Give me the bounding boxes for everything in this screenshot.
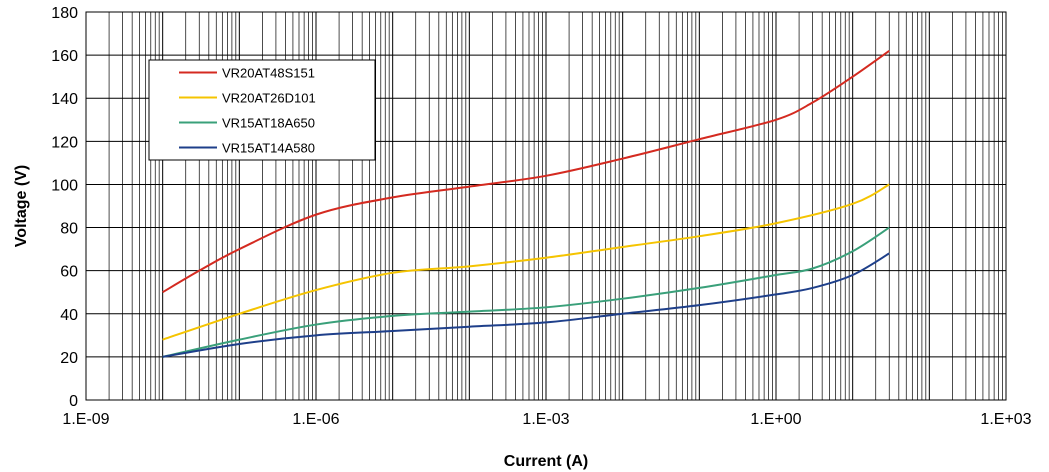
x-tick-label: 1.E+00 xyxy=(750,411,801,428)
legend-label: VR20AT26D101 xyxy=(222,91,316,106)
x-tick-label: 1.E+03 xyxy=(980,411,1031,428)
y-tick-label: 160 xyxy=(51,48,78,65)
x-axis-title: Current (A) xyxy=(504,453,588,470)
series-line-1 xyxy=(162,183,890,341)
x-tick-label: 1.E-09 xyxy=(62,411,109,428)
series-line-3 xyxy=(162,252,890,358)
legend-label: VR20AT48S151 xyxy=(222,66,315,81)
legend-box xyxy=(148,59,376,161)
y-tick-label: 0 xyxy=(69,393,78,410)
y-tick-label: 80 xyxy=(60,221,78,238)
y-tick-label: 20 xyxy=(60,350,78,367)
y-tick-label: 120 xyxy=(51,134,78,151)
y-axis-title: Voltage (V) xyxy=(13,165,30,247)
plot-border xyxy=(85,11,1007,401)
y-tick-label: 60 xyxy=(60,264,78,281)
x-tick-label: 1.E-06 xyxy=(292,411,339,428)
y-tick-label: 40 xyxy=(60,307,78,324)
series-line-2 xyxy=(162,226,890,358)
y-tick-label: 180 xyxy=(51,5,78,22)
tick-labels: 1.E-09 1.E-06 1.E-03 1.E+00 1.E+03 0 20 40 60 80 1… xyxy=(51,5,1031,428)
y-tick-label: 100 xyxy=(51,177,78,194)
legend-label: VR15AT18A650 xyxy=(222,116,315,131)
legend-label: VR15AT14A580 xyxy=(222,141,315,156)
y-tick-label: 140 xyxy=(51,91,78,108)
legend: VR20AT48S151 VR20AT26D101 VR15AT18A650 VR15… xyxy=(148,59,376,161)
series-lines xyxy=(162,49,890,358)
series-line-0 xyxy=(162,49,890,294)
x-tick-label: 1.E-03 xyxy=(522,411,569,428)
